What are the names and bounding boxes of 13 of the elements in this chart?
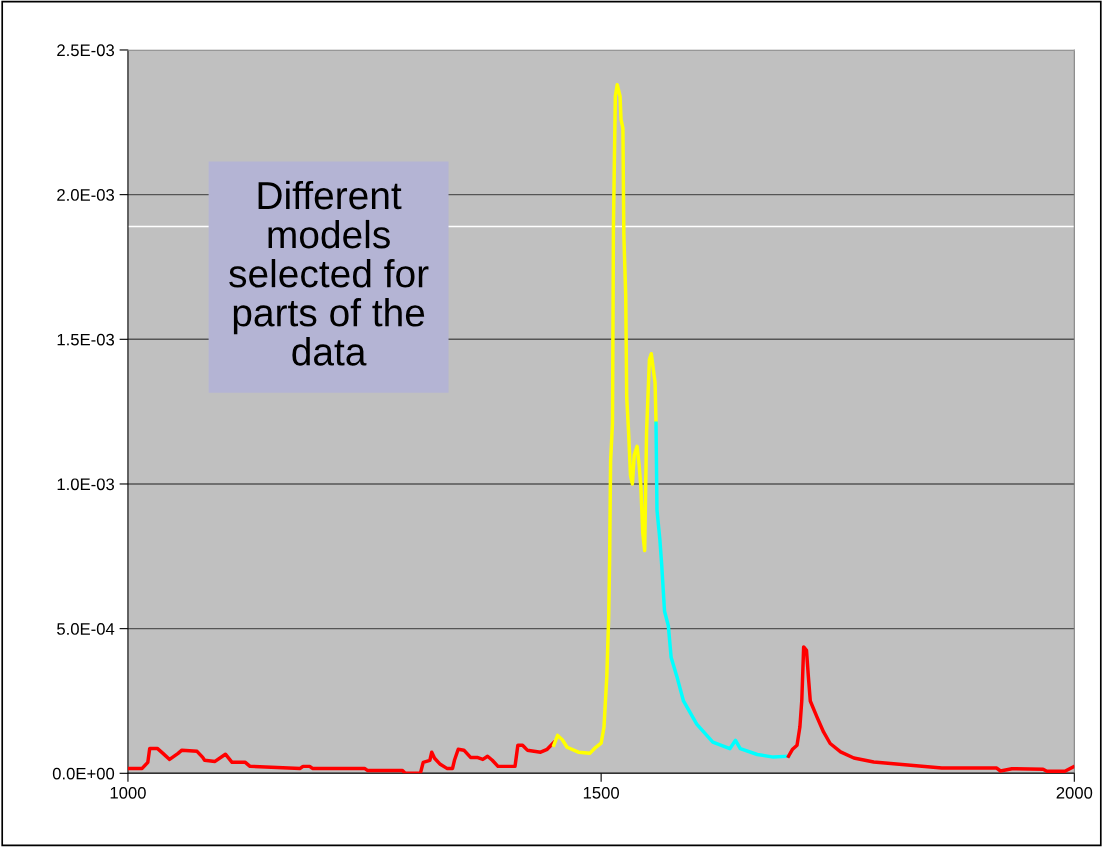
x-tick-label: 1000 [110, 786, 146, 799]
x-tick-label: 2000 [1056, 786, 1093, 799]
y-tick-label: 2.5E-03 [57, 44, 115, 57]
line-series [786, 645, 1075, 774]
line-series [552, 82, 658, 756]
y-tick-label: 0.0E+00 [52, 767, 115, 780]
x-tick-label: 1500 [583, 786, 620, 799]
annotation: Different models selected for parts of the data [229, 180, 429, 366]
y-tick-label: 2.0E-03 [57, 189, 115, 201]
y-tick-label: 1.0E-03 [57, 478, 115, 491]
y-tick-label: 1.5E-03 [57, 333, 115, 346]
line-series [127, 740, 556, 774]
y-tick-label: 5.0E-04 [57, 623, 115, 635]
